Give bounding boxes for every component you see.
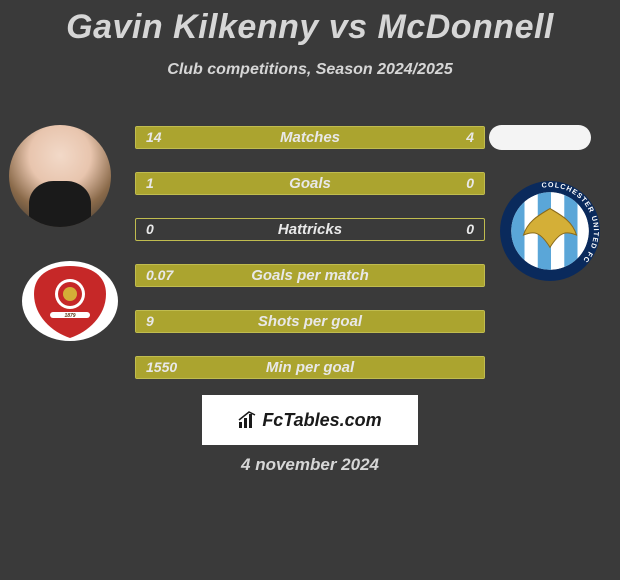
player-right-avatar xyxy=(489,125,591,150)
club-right-badge: COLCHESTER UNITED FC xyxy=(499,180,601,282)
chart-icon xyxy=(238,411,258,429)
stat-label: Hattricks xyxy=(136,219,484,240)
stat-right-value: 0 xyxy=(466,173,474,194)
bar-left-fill xyxy=(136,173,484,194)
stat-left-value: 1550 xyxy=(146,357,177,378)
page-title: Gavin Kilkenny vs McDonnell xyxy=(0,0,620,47)
stats-bars: 144Matches10Goals00Hattricks0.07Goals pe… xyxy=(135,126,485,402)
stat-row: 10Goals xyxy=(135,172,485,195)
stat-left-value: 14 xyxy=(146,127,162,148)
bar-left-fill xyxy=(136,311,484,332)
stat-row: 0 0Hattricks xyxy=(135,218,485,241)
stat-left-value: 0.07 xyxy=(146,265,173,286)
stat-left-value: 0 xyxy=(146,219,154,240)
stat-left-value: 1 xyxy=(146,173,154,194)
stat-right-value: 0 xyxy=(466,219,474,240)
stat-row: 0.07Goals per match xyxy=(135,264,485,287)
bar-left-fill xyxy=(136,357,484,378)
bar-left-fill xyxy=(136,265,484,286)
svg-text:1879: 1879 xyxy=(64,313,75,319)
stat-row: 1550Min per goal xyxy=(135,356,485,379)
watermark-text: FcTables.com xyxy=(262,410,381,431)
stat-right-value: 4 xyxy=(466,127,474,148)
player-left-avatar xyxy=(9,125,111,227)
watermark: FcTables.com xyxy=(202,395,418,445)
stat-row: 144Matches xyxy=(135,126,485,149)
stat-row: 9Shots per goal xyxy=(135,310,485,333)
date-text: 4 november 2024 xyxy=(0,455,620,475)
club-left-badge: 1879 xyxy=(19,260,121,342)
bar-left-fill xyxy=(136,127,397,148)
subtitle: Club competitions, Season 2024/2025 xyxy=(0,61,620,79)
stat-left-value: 9 xyxy=(146,311,154,332)
